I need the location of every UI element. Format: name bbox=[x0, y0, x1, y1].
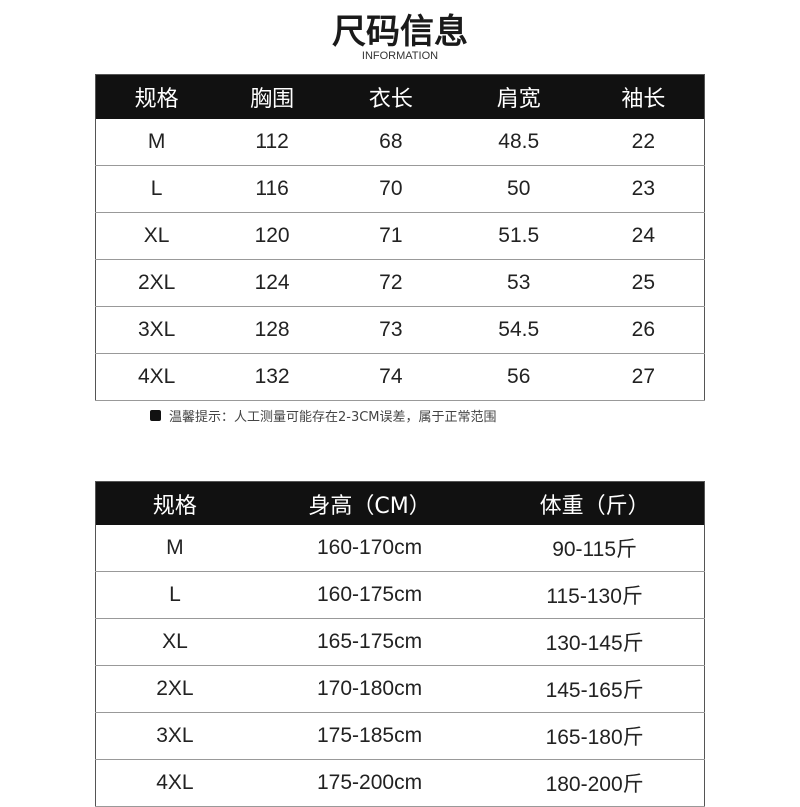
table-cell: 165-175cm bbox=[253, 618, 486, 666]
table-cell: 25 bbox=[582, 259, 705, 307]
table-header-row: 规格 身高（CM） 体重（斤） bbox=[95, 481, 705, 525]
column-header: 规格 bbox=[95, 74, 218, 119]
table-row: 4XL 175-200cm 180-200斤 bbox=[95, 759, 705, 807]
bullet-square-icon bbox=[150, 410, 161, 421]
table-cell: 72 bbox=[326, 259, 455, 307]
size-recommendation-table: 规格 身高（CM） 体重（斤） M 160-170cm 90-115斤 L 160-175c… bbox=[95, 481, 705, 807]
table-cell: 24 bbox=[582, 212, 705, 260]
table-cell: 2XL bbox=[95, 259, 218, 307]
table-cell: 48.5 bbox=[454, 119, 583, 166]
table-cell: 120 bbox=[217, 212, 327, 260]
table-cell: 53 bbox=[454, 259, 583, 307]
column-header: 胸围 bbox=[217, 74, 327, 119]
column-header: 规格 bbox=[95, 481, 254, 525]
table-cell: 70 bbox=[326, 165, 455, 213]
table-row: L 116 70 50 23 bbox=[95, 165, 705, 213]
table-cell: 90-115斤 bbox=[485, 525, 705, 572]
table-cell: 4XL bbox=[95, 353, 218, 401]
table-cell: 26 bbox=[582, 306, 705, 354]
table-cell: 180-200斤 bbox=[485, 759, 705, 807]
table-cell: 27 bbox=[582, 353, 705, 401]
column-header: 肩宽 bbox=[454, 74, 583, 119]
table-cell: 128 bbox=[217, 306, 327, 354]
table-cell: 56 bbox=[454, 353, 583, 401]
column-header: 体重（斤） bbox=[485, 481, 705, 525]
column-header: 身高（CM） bbox=[253, 481, 486, 525]
column-header: 衣长 bbox=[326, 74, 455, 119]
page-title: 尺码信息 bbox=[332, 12, 468, 52]
table-cell: 71 bbox=[326, 212, 455, 260]
table-cell: 4XL bbox=[95, 759, 254, 807]
column-header: 袖长 bbox=[582, 74, 705, 119]
table-cell: 74 bbox=[326, 353, 455, 401]
table-row: 4XL 132 74 56 27 bbox=[95, 353, 705, 401]
table-cell: 50 bbox=[454, 165, 583, 213]
table-row: 2XL 124 72 53 25 bbox=[95, 259, 705, 307]
table-cell: L bbox=[95, 165, 218, 213]
table-cell: 170-180cm bbox=[253, 665, 486, 713]
table-cell: M bbox=[95, 525, 254, 572]
table-cell: M bbox=[95, 119, 218, 166]
table-cell: 3XL bbox=[95, 712, 254, 760]
table-row: XL 120 71 51.5 24 bbox=[95, 212, 705, 260]
table-row: M 112 68 48.5 22 bbox=[95, 119, 705, 166]
note-text: 温馨提示：人工测量可能存在2-3CM误差，属于正常范围 bbox=[169, 410, 497, 425]
table-cell: 132 bbox=[217, 353, 327, 401]
table-cell: 22 bbox=[582, 119, 705, 166]
table-cell: L bbox=[95, 571, 254, 619]
table-cell: 3XL bbox=[95, 306, 218, 354]
table-cell: 68 bbox=[326, 119, 455, 166]
table-cell: XL bbox=[95, 618, 254, 666]
table-cell: 115-130斤 bbox=[485, 571, 705, 619]
table-cell: 175-185cm bbox=[253, 712, 486, 760]
page-subtitle: INFORMATION bbox=[361, 50, 439, 62]
table-cell: 23 bbox=[582, 165, 705, 213]
table-cell: 54.5 bbox=[454, 306, 583, 354]
measurement-table: 规格 胸围 衣长 肩宽 袖长 M 112 68 48.5 22 L 116 70 50 23 XL 120 71… bbox=[95, 74, 705, 401]
table-cell: 145-165斤 bbox=[485, 665, 705, 713]
table-row: 2XL 170-180cm 145-165斤 bbox=[95, 665, 705, 713]
table-cell: 160-170cm bbox=[253, 525, 486, 572]
table-cell: 51.5 bbox=[454, 212, 583, 260]
table-cell: 116 bbox=[217, 165, 327, 213]
table-cell: 165-180斤 bbox=[485, 712, 705, 760]
table-cell: 112 bbox=[217, 119, 327, 166]
table-header-row: 规格 胸围 衣长 肩宽 袖长 bbox=[95, 74, 705, 119]
table-cell: 175-200cm bbox=[253, 759, 486, 807]
table-cell: 73 bbox=[326, 306, 455, 354]
table-cell: 130-145斤 bbox=[485, 618, 705, 666]
table-row: 3XL 175-185cm 165-180斤 bbox=[95, 712, 705, 760]
table-cell: 2XL bbox=[95, 665, 254, 713]
table-row: L 160-175cm 115-130斤 bbox=[95, 571, 705, 619]
table-row: XL 165-175cm 130-145斤 bbox=[95, 618, 705, 666]
table-cell: XL bbox=[95, 212, 218, 260]
table-row: M 160-170cm 90-115斤 bbox=[95, 525, 705, 572]
table-cell: 124 bbox=[217, 259, 327, 307]
measurement-note: 温馨提示：人工测量可能存在2-3CM误差，属于正常范围 bbox=[150, 406, 497, 425]
table-cell: 160-175cm bbox=[253, 571, 486, 619]
table-row: 3XL 128 73 54.5 26 bbox=[95, 306, 705, 354]
